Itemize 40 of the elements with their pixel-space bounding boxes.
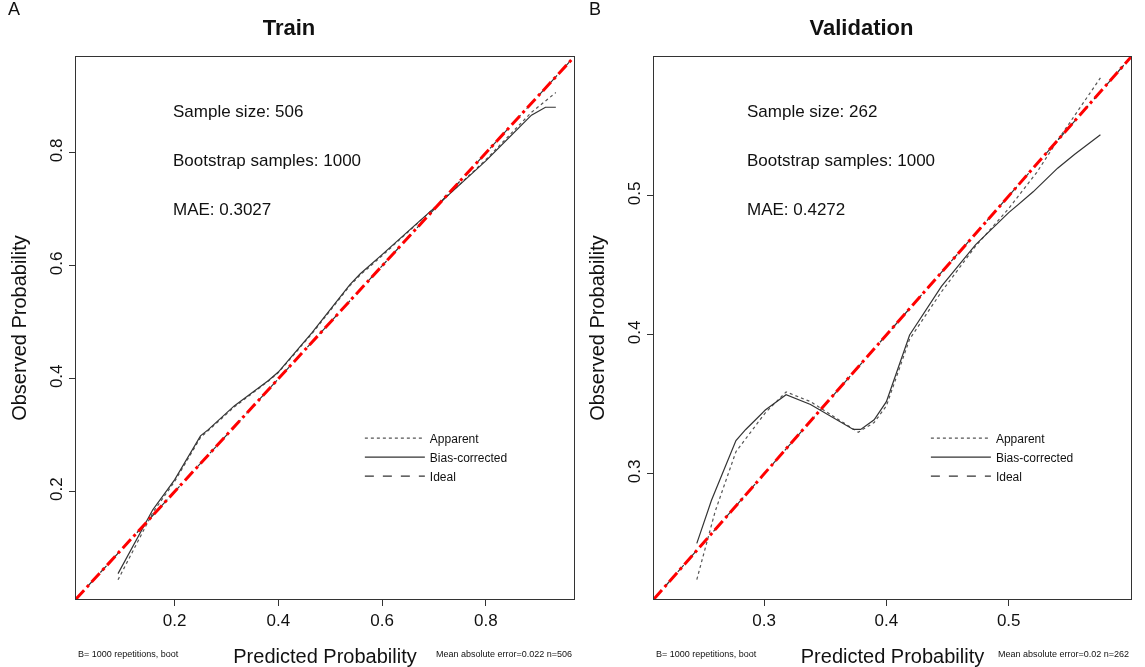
legend-label: Apparent — [429, 431, 480, 446]
legend-label: Bias-corrected — [995, 450, 1074, 465]
annotation: Bootstrap samples: 1000 — [173, 151, 362, 170]
x-axis-title: Predicted Probability — [233, 645, 417, 667]
x-axis-title: Predicted Probability — [800, 645, 985, 667]
x-tick-label: 0.4 — [874, 611, 899, 631]
annotation: Sample size: 262 — [747, 102, 878, 121]
y-axis-title: Observed Probability — [586, 235, 608, 421]
x-tick-label: 0.3 — [752, 611, 776, 631]
line-series — [696, 134, 1102, 545]
legend-label: Apparent — [995, 431, 1046, 446]
y-tick-label: 0.4 — [47, 364, 67, 389]
x-tick-label: 0.8 — [473, 611, 498, 631]
annotation: Bootstrap samples: 1000 — [747, 151, 936, 170]
annotation: MAE: 0.3027 — [173, 200, 272, 219]
text: B= 1000 repetitions, boot — [656, 649, 757, 659]
chart-title: Train — [262, 15, 316, 41]
text: B — [589, 0, 602, 19]
legend-label: Ideal — [995, 469, 1022, 484]
text: Mean absolute error=0.022 n=506 — [436, 649, 573, 659]
text: Mean absolute error=0.02 n=262 — [998, 649, 1130, 659]
y-tick-label: 0.2 — [47, 477, 67, 501]
text: B= 1000 repetitions, boot — [78, 649, 179, 659]
x-tick-label: 0.4 — [266, 611, 291, 631]
y-tick-label: 0.6 — [47, 251, 67, 276]
x-tick-label: 0.2 — [162, 611, 187, 631]
line-series — [696, 77, 1102, 581]
y-axis-title: Observed Probability — [8, 235, 30, 421]
annotation: MAE: 0.4272 — [747, 200, 846, 219]
y-tick-label: 0.8 — [47, 138, 67, 163]
legend-label: Ideal — [429, 469, 456, 484]
y-tick-label: 0.5 — [625, 181, 645, 206]
annotation: Sample size: 506 — [173, 102, 304, 121]
x-tick-label: 0.5 — [996, 611, 1021, 631]
chart-title: Validation — [809, 15, 914, 41]
x-tick-label: 0.6 — [370, 611, 394, 631]
text: A — [8, 0, 21, 19]
y-tick-label: 0.3 — [625, 459, 645, 484]
y-tick-label: 0.4 — [625, 320, 645, 345]
legend-label: Bias-corrected — [429, 450, 508, 465]
